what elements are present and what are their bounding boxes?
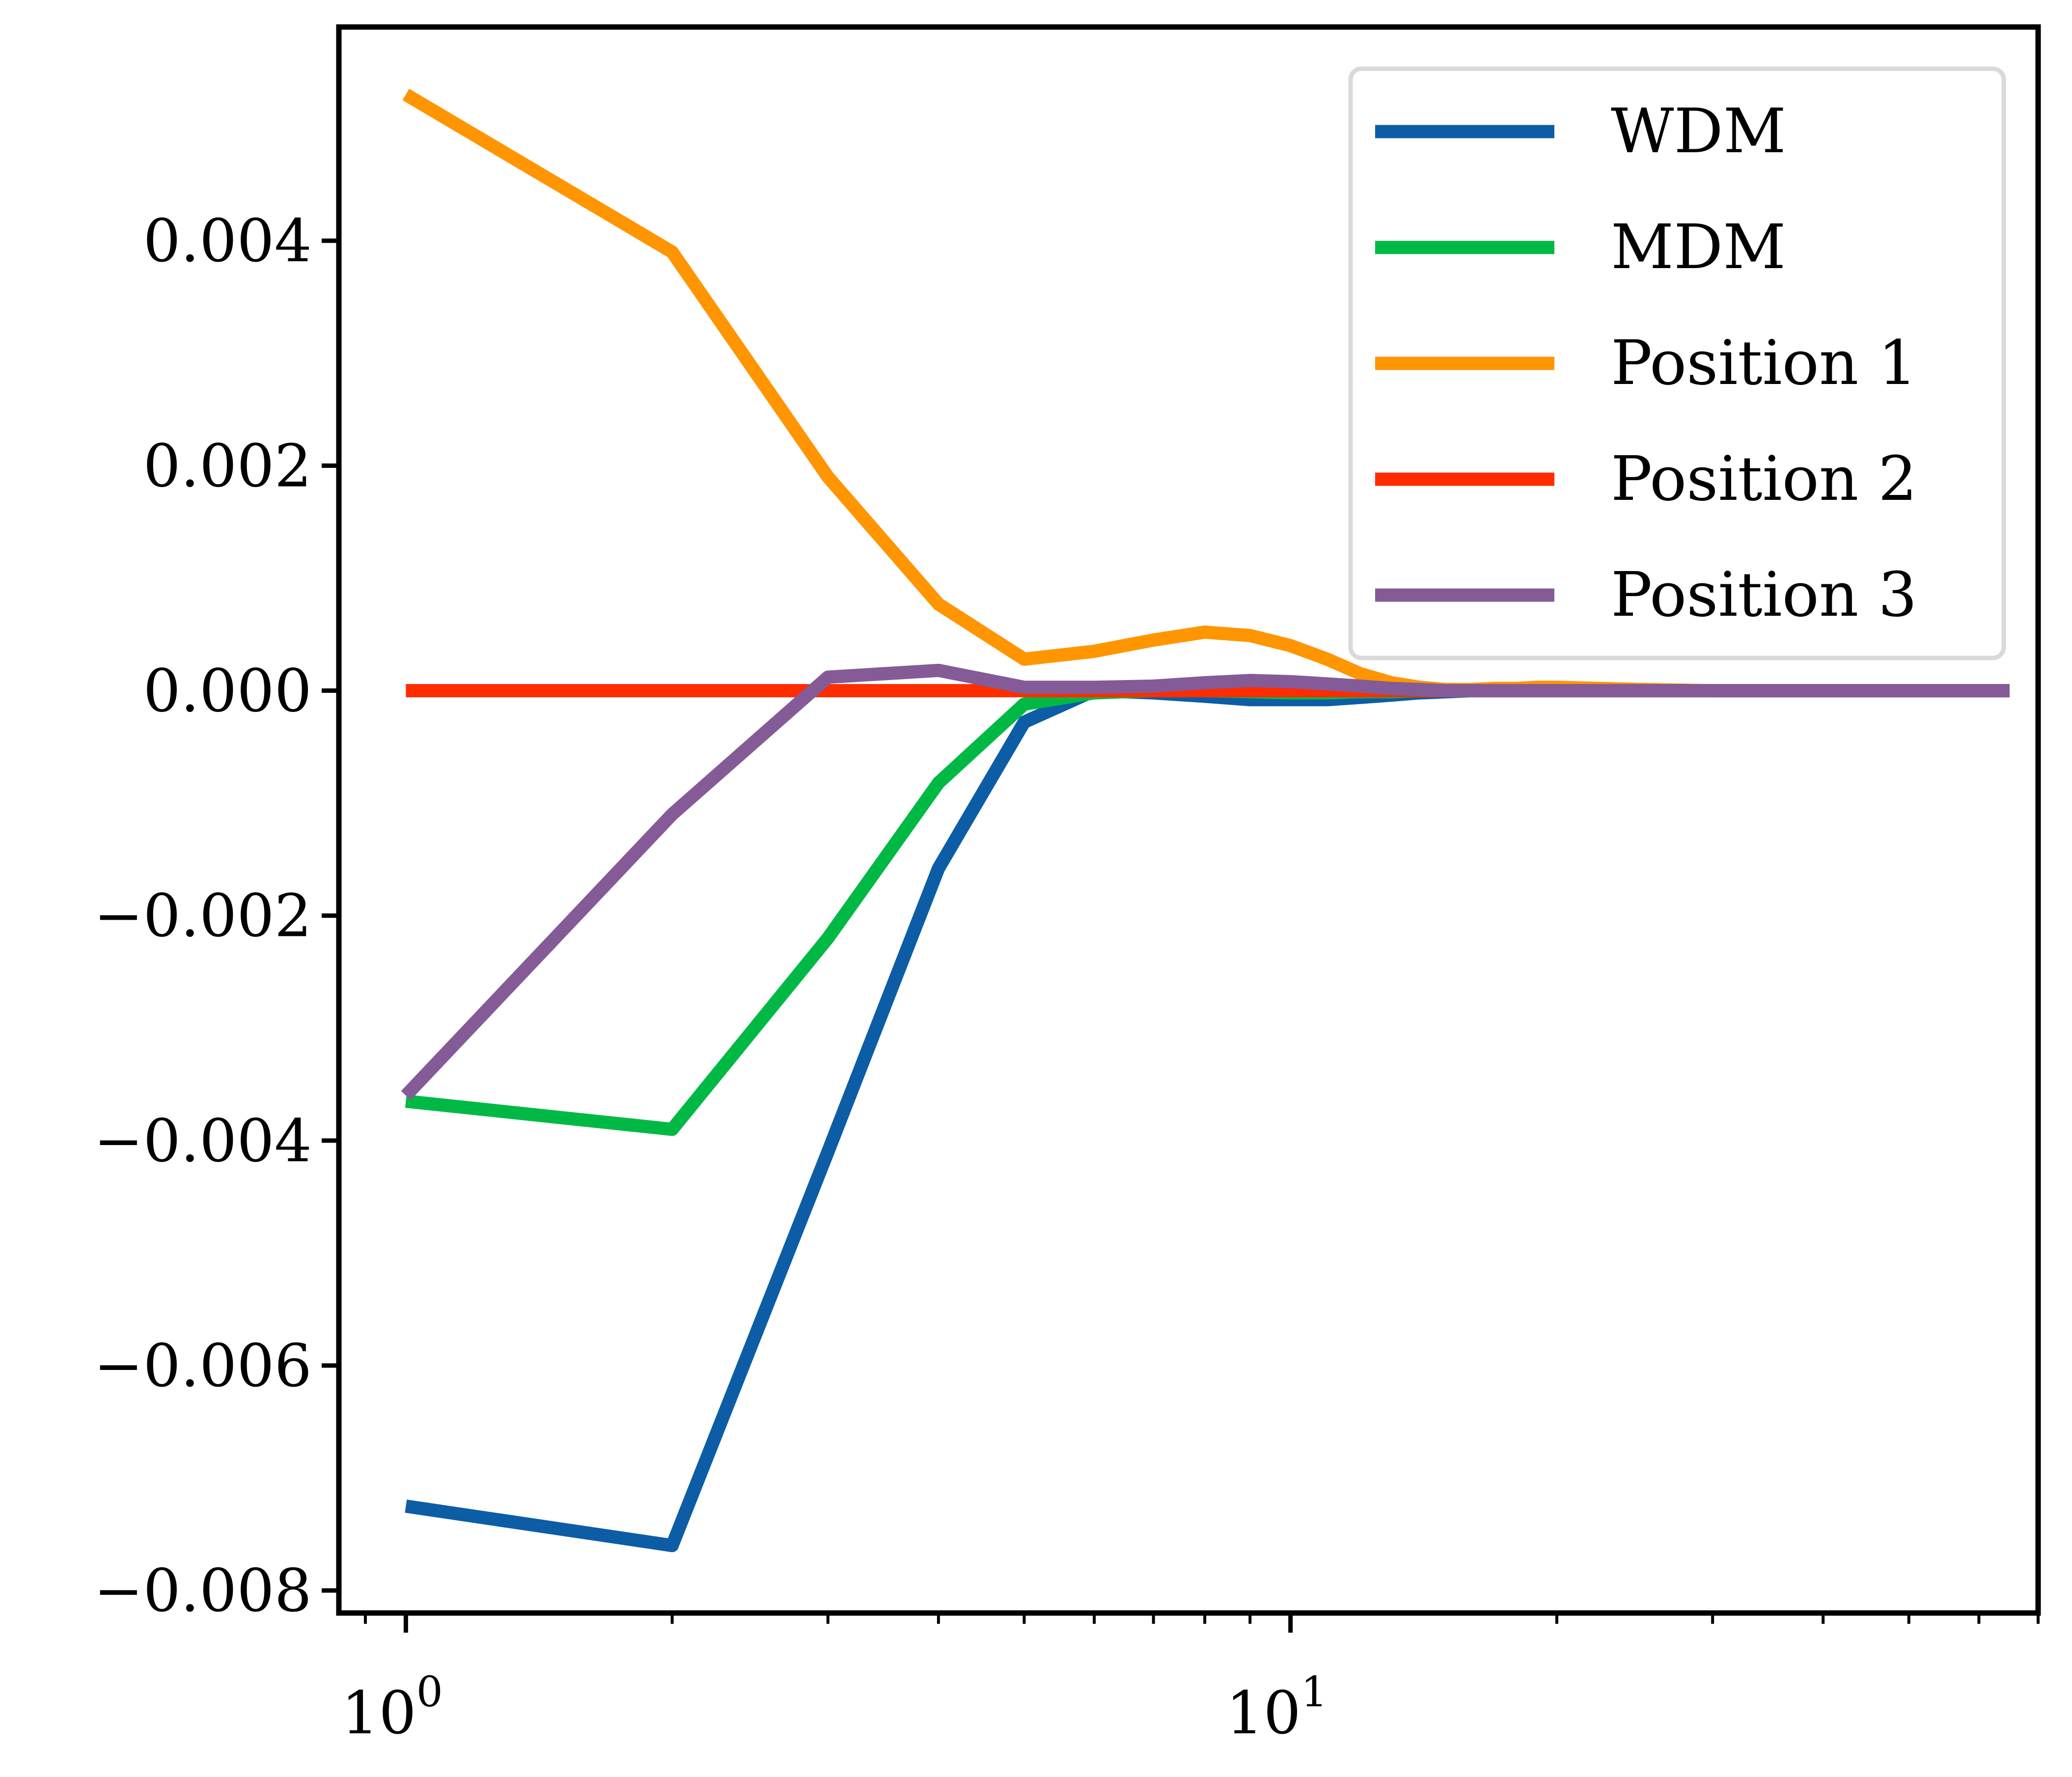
y-tick-label-3: −0.002 bbox=[94, 882, 312, 951]
series-layer bbox=[401, 88, 2010, 1553]
y-tick-label-2: 0.000 bbox=[143, 657, 312, 726]
y-axis: 0.004 0.002 0.000 −0.002 −0.004 −0.006 −0.008 bbox=[94, 207, 339, 1625]
legend-label-0: WDM bbox=[1611, 96, 1786, 167]
series-line-4 bbox=[401, 663, 2010, 1100]
y-tick-label-1: 0.002 bbox=[143, 432, 312, 500]
legend-box bbox=[1348, 66, 2006, 660]
legend-label-2: Position 1 bbox=[1611, 328, 1917, 399]
legend-label-3: Position 2 bbox=[1611, 443, 1917, 515]
y-tick-label-4: −0.004 bbox=[94, 1107, 312, 1176]
y-tick-label-0: 0.004 bbox=[143, 207, 312, 275]
x-tick-label-0: 100 bbox=[341, 1668, 443, 1748]
legend-label-4: Position 3 bbox=[1611, 559, 1917, 630]
legend-label-1: MDM bbox=[1611, 212, 1786, 283]
x-axis: 100 101 bbox=[341, 1613, 2040, 1748]
x-tick-base-1: 10 bbox=[1226, 1679, 1301, 1748]
y-tick-label-6: −0.008 bbox=[94, 1557, 312, 1625]
axes-frame bbox=[336, 24, 2041, 1616]
x-tick-exp-0: 0 bbox=[416, 1668, 443, 1717]
x-tick-exp-1: 1 bbox=[1301, 1668, 1327, 1717]
x-tick-base-0: 10 bbox=[341, 1679, 416, 1748]
y-tick-label-5: −0.006 bbox=[94, 1332, 312, 1400]
x-tick-label-1: 101 bbox=[1226, 1668, 1327, 1748]
legend: WDM MDM Position 1 Position 2 Position 3 bbox=[1348, 66, 2006, 660]
